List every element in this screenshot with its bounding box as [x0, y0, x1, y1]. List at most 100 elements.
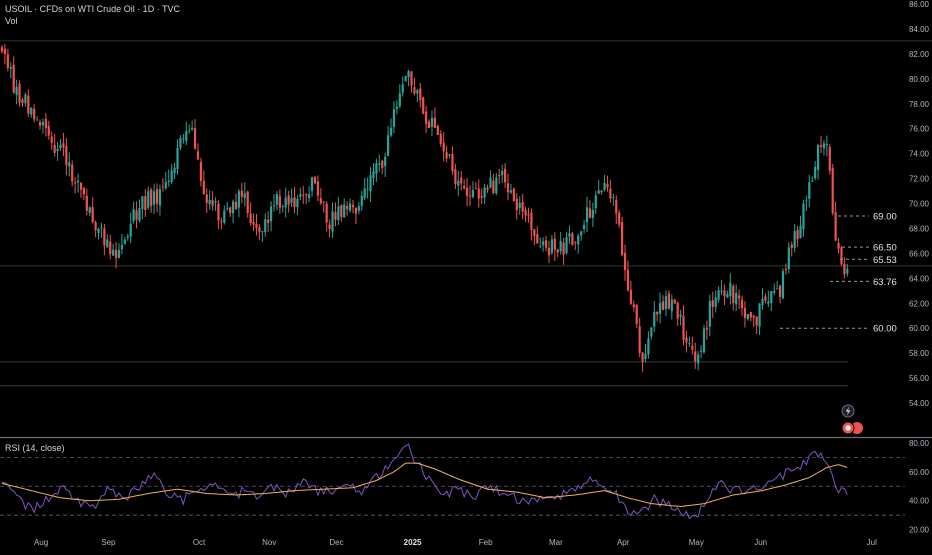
candle-body: [720, 290, 723, 292]
candle-body: [100, 227, 103, 229]
candle-body: [322, 201, 325, 203]
candle-body: [547, 247, 551, 256]
candle-body: [79, 182, 83, 190]
rsi-axis-label: 60.00: [909, 468, 930, 477]
candle-body: [389, 127, 393, 136]
candle-body: [623, 252, 627, 271]
time-axis-label: Oct: [193, 538, 206, 547]
candle-body: [735, 292, 738, 305]
candle-body: [752, 315, 755, 318]
time-axis-label: Feb: [479, 538, 493, 547]
candle-body: [729, 282, 732, 297]
candle-body: [568, 233, 571, 237]
candle-body: [240, 190, 243, 197]
axes-layer: 54.00 56.00 58.00 60.00 62.00 64.00 66.00 68.00…: [34, 0, 930, 547]
candle-body: [594, 195, 597, 209]
candle-body: [36, 119, 39, 121]
candle-body: [407, 71, 410, 78]
candle-body: [606, 184, 609, 188]
candle-body: [226, 208, 229, 209]
candle-body: [784, 268, 787, 271]
time-axis-label: Apr: [617, 538, 630, 547]
candle-body: [574, 241, 577, 243]
candle-body: [814, 166, 817, 179]
candle-body: [59, 144, 62, 149]
candle-body: [117, 249, 121, 258]
candle-body: [422, 97, 425, 114]
candle-body: [258, 227, 261, 232]
candle-body: [834, 212, 837, 241]
candle-body: [264, 219, 267, 233]
candle-body: [577, 235, 580, 245]
candle-body: [805, 200, 808, 202]
candle-body: [413, 87, 416, 94]
event-flag-icon[interactable]: [841, 421, 863, 435]
candle-body: [62, 143, 65, 148]
candle-body: [328, 224, 331, 229]
candle-body: [74, 182, 77, 184]
candle-body: [53, 144, 56, 153]
candle-body: [114, 249, 118, 258]
candle-body: [778, 285, 782, 297]
lightning-icon[interactable]: [841, 404, 855, 418]
candle-body: [811, 180, 814, 182]
candle-body: [281, 206, 284, 207]
candle-body: [378, 163, 381, 165]
candle-body: [231, 201, 235, 214]
candle-body: [214, 201, 217, 203]
candle-body: [246, 191, 249, 213]
candle-body: [776, 288, 779, 290]
candle-body: [150, 189, 153, 206]
candle-body: [460, 177, 463, 184]
candle-body: [790, 244, 793, 248]
rsi-label[interactable]: RSI (14, close): [5, 443, 65, 453]
candle-body: [495, 177, 498, 194]
candle-body: [103, 228, 106, 246]
candle-body: [635, 304, 638, 325]
candle-body: [398, 93, 401, 107]
candle-body: [220, 221, 223, 222]
candle-body: [802, 203, 805, 230]
candle-body: [691, 345, 694, 350]
candle-body: [68, 162, 71, 167]
candle-body: [644, 353, 647, 360]
candle-body: [182, 138, 185, 139]
candle-body: [603, 182, 606, 191]
candle-body: [267, 219, 270, 223]
candle-body: [553, 238, 556, 250]
volume-label[interactable]: Vol: [5, 16, 18, 26]
candle-body: [498, 175, 501, 177]
candle-body: [91, 207, 94, 223]
candle-body: [176, 147, 179, 169]
candle-body: [770, 291, 773, 304]
rsi-axis-label: 80.00: [909, 439, 930, 448]
candle-body: [167, 180, 170, 183]
candle-body: [585, 207, 589, 223]
candle-body: [188, 130, 191, 132]
price-axis-label: 66.00: [909, 249, 930, 258]
candle-body: [316, 181, 319, 196]
candle-body: [290, 198, 293, 203]
symbol-title[interactable]: USOIL · CFDs on WTI Crude Oil · 1D · TVC: [5, 4, 181, 14]
candle-body: [173, 167, 176, 174]
candle-body: [401, 84, 404, 93]
candle-body: [448, 154, 451, 156]
candle-body: [387, 135, 390, 156]
candle-body: [310, 177, 314, 192]
candle-body: [208, 199, 211, 204]
price-axis-label: 64.00: [909, 274, 930, 283]
candle-body: [571, 233, 574, 245]
price-axis-label: 74.00: [909, 150, 930, 159]
candle-body: [153, 191, 156, 205]
candle-body: [647, 338, 650, 355]
candle-body: [425, 111, 428, 124]
candle-body: [664, 296, 668, 310]
price-axis-label: 76.00: [909, 125, 930, 134]
candle-body: [299, 194, 302, 197]
candle-body: [97, 228, 100, 233]
candle-body: [65, 145, 68, 166]
candle-body: [112, 249, 115, 256]
